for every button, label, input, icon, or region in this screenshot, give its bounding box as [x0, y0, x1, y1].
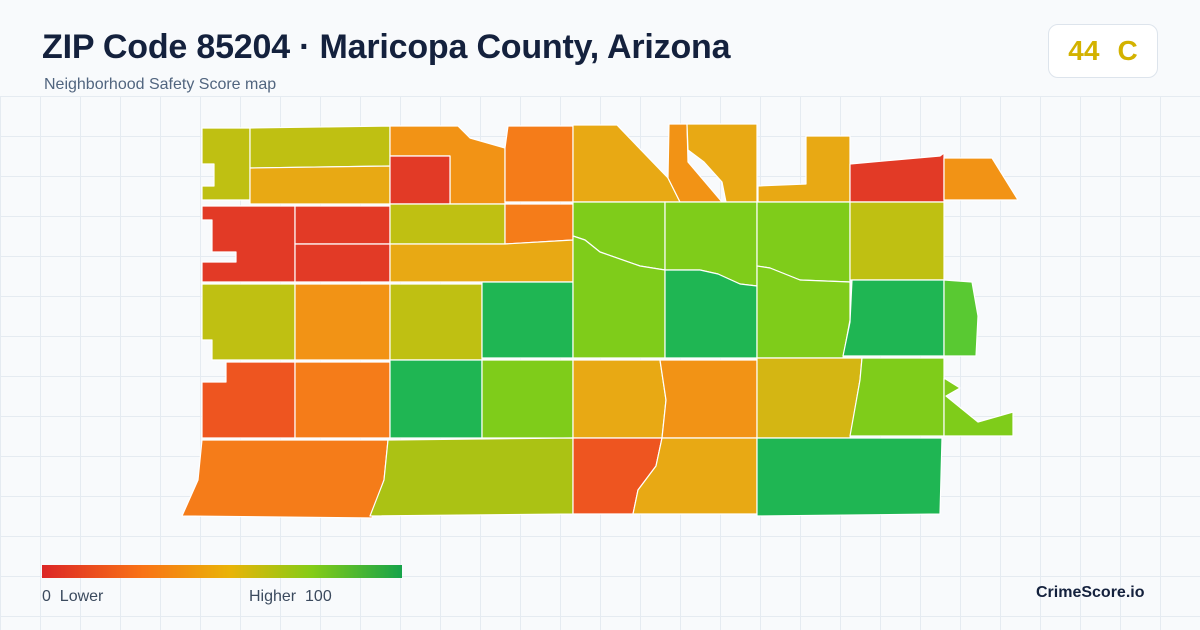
legend-color-scale: [42, 565, 402, 578]
page-title: ZIP Code 85204 · Maricopa County, Arizon…: [42, 28, 731, 66]
safety-score-badge: 44 C: [1048, 24, 1158, 78]
map-region[interactable]: [201, 205, 296, 283]
safety-score-value: 44: [1068, 35, 1100, 66]
map-region[interactable]: [481, 281, 574, 359]
map-region[interactable]: [756, 437, 943, 517]
map-region[interactable]: [686, 123, 758, 203]
legend-low-label: 0 Lower: [42, 588, 103, 606]
map-region[interactable]: [849, 201, 945, 281]
map-region[interactable]: [572, 235, 666, 359]
map-region[interactable]: [294, 243, 391, 283]
map-region[interactable]: [201, 127, 251, 201]
map-region[interactable]: [294, 361, 391, 439]
map-region[interactable]: [294, 283, 391, 361]
page-subtitle: Neighborhood Safety Score map: [44, 76, 277, 93]
map-region[interactable]: [504, 125, 574, 203]
map-region[interactable]: [389, 155, 451, 205]
map-region[interactable]: [201, 283, 296, 361]
map-region[interactable]: [849, 357, 945, 437]
legend-high-value: 100: [305, 588, 332, 605]
map-region[interactable]: [504, 203, 574, 245]
map-region[interactable]: [849, 152, 945, 203]
map-region[interactable]: [249, 165, 391, 205]
map-region[interactable]: [572, 124, 681, 203]
map-region[interactable]: [201, 361, 296, 439]
map-region[interactable]: [389, 359, 483, 439]
legend-low-value: 0: [42, 588, 51, 605]
map-region[interactable]: [389, 239, 574, 283]
map-region[interactable]: [294, 205, 391, 245]
brand-logo-text[interactable]: CrimeScore.io: [1036, 584, 1145, 601]
map-region[interactable]: [842, 279, 945, 357]
map-region[interactable]: [481, 359, 574, 439]
map-region[interactable]: [249, 125, 391, 169]
map-region[interactable]: [369, 437, 574, 517]
legend-low-text: Lower: [59, 588, 104, 605]
safety-grade: C: [1117, 35, 1138, 66]
map-region[interactable]: [943, 157, 1019, 201]
map-region[interactable]: [664, 269, 758, 359]
map-region[interactable]: [757, 135, 851, 203]
map-region[interactable]: [389, 283, 483, 361]
map-region[interactable]: [659, 359, 758, 439]
map-region[interactable]: [572, 359, 667, 439]
map-region[interactable]: [943, 279, 979, 357]
map-region[interactable]: [181, 439, 389, 519]
map-region[interactable]: [389, 203, 506, 245]
map-region[interactable]: [943, 377, 1014, 437]
legend-high-text: Higher: [249, 588, 297, 605]
legend-high-label: Higher 100: [249, 588, 332, 606]
header-band: [0, 0, 1200, 96]
map-region[interactable]: [756, 357, 863, 439]
